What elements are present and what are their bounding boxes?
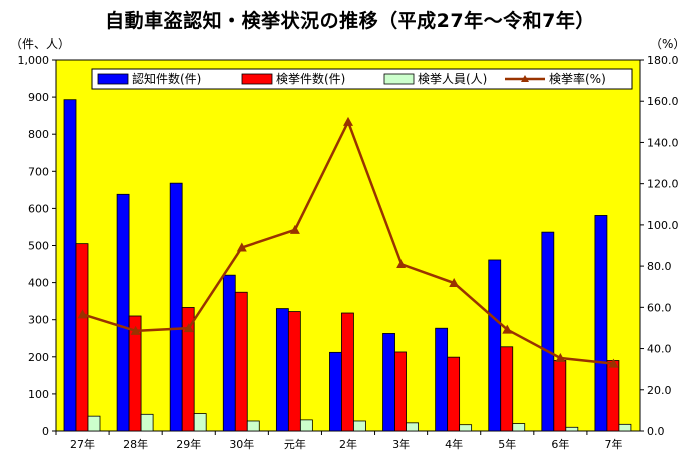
bar-2-8 bbox=[447, 356, 461, 432]
y-right-tick-label: 120.0 bbox=[647, 178, 679, 191]
bar-1-7 bbox=[382, 333, 395, 432]
x-tick-label: 7年 bbox=[604, 437, 622, 451]
legend-marker-4 bbox=[521, 75, 529, 82]
chart-title: 自動車盗認知・検挙状況の推移（平成27年～令和7年） bbox=[105, 10, 595, 32]
bar-3-2 bbox=[140, 413, 154, 432]
y-left-tick-label: 200 bbox=[28, 351, 49, 364]
bar-3-6 bbox=[353, 420, 366, 432]
bar-1-5 bbox=[275, 308, 289, 432]
bar-1-8 bbox=[435, 327, 449, 432]
y-right-unit-label: （%） bbox=[650, 37, 685, 51]
y-left-tick-label: 0 bbox=[42, 425, 49, 438]
bar-2-2 bbox=[128, 315, 142, 432]
x-tick-label: 3年 bbox=[392, 437, 410, 451]
bar-2-4 bbox=[234, 291, 248, 432]
bar-1-11 bbox=[594, 215, 608, 432]
legend-swatch-2 bbox=[241, 73, 273, 85]
bar-1-4 bbox=[222, 274, 236, 432]
legend-swatch-1 bbox=[97, 73, 129, 85]
legend-label-1: 認知件数(件) bbox=[132, 71, 201, 86]
rate-point-11 bbox=[608, 358, 619, 368]
y-right-tick-label: 80.0 bbox=[647, 260, 672, 273]
y-left-unit-label: （件、人） bbox=[10, 37, 70, 51]
x-tick-label: 29年 bbox=[176, 437, 201, 451]
legend-label-4: 検挙率(%) bbox=[549, 71, 606, 86]
y-left-tick-label: 1,000 bbox=[18, 54, 50, 67]
y-right-tick-label: 140.0 bbox=[647, 136, 679, 149]
y-right-tick-label: 160.0 bbox=[647, 95, 679, 108]
bar-1-6 bbox=[329, 351, 342, 432]
bar-3-11 bbox=[618, 423, 632, 432]
bar-1-3 bbox=[169, 182, 183, 432]
rate-point-10 bbox=[555, 353, 566, 363]
rate-point-3 bbox=[183, 323, 194, 333]
rate-point-7 bbox=[396, 259, 407, 269]
rate-point-4 bbox=[236, 242, 247, 252]
bar-1-1 bbox=[63, 99, 77, 432]
x-tick-label: 6年 bbox=[551, 437, 569, 451]
x-tick-label: 27年 bbox=[70, 437, 95, 451]
rate-point-5 bbox=[289, 224, 300, 234]
y-right-tick-label: 180.0 bbox=[647, 54, 679, 67]
y-right-tick-label: 100.0 bbox=[647, 219, 679, 232]
legend-swatch-3 bbox=[383, 73, 415, 85]
y-left-tick-label: 800 bbox=[28, 128, 49, 141]
y-right-tick-label: 40.0 bbox=[647, 343, 672, 356]
y-left-tick-label: 300 bbox=[28, 314, 49, 327]
x-tick-label: 2年 bbox=[339, 437, 357, 451]
bar-1-10 bbox=[541, 231, 555, 432]
bar-2-3 bbox=[181, 307, 195, 432]
bar-1-2 bbox=[116, 193, 130, 432]
x-tick-label: 4年 bbox=[445, 437, 463, 451]
rate-point-1 bbox=[77, 309, 88, 319]
y-left-tick-label: 900 bbox=[28, 91, 49, 104]
y-left-tick-label: 500 bbox=[28, 240, 49, 253]
y-right-tick-label: 0.0 bbox=[647, 425, 665, 438]
rate-point-8 bbox=[449, 278, 460, 288]
bar-3-1 bbox=[87, 415, 101, 432]
rate-point-6 bbox=[343, 116, 353, 126]
bar-2-5 bbox=[287, 311, 301, 432]
bar-2-11 bbox=[606, 360, 620, 432]
y-right-tick-label: 20.0 bbox=[647, 384, 672, 397]
y-left-tick-label: 400 bbox=[28, 277, 49, 290]
x-tick-label: 28年 bbox=[123, 437, 148, 451]
rate-point-2 bbox=[130, 325, 141, 335]
bar-1-9 bbox=[488, 259, 502, 432]
bar-2-6 bbox=[341, 312, 354, 432]
legend-label-3: 検挙人員(人) bbox=[418, 72, 487, 86]
x-tick-label: 5年 bbox=[498, 437, 516, 451]
bar-3-3 bbox=[193, 413, 207, 432]
y-left-tick-label: 700 bbox=[28, 165, 49, 178]
bar-3-7 bbox=[406, 422, 419, 432]
bar-2-10 bbox=[553, 360, 567, 432]
bar-3-10 bbox=[565, 426, 579, 432]
legend-box bbox=[91, 68, 633, 90]
x-tick-label: 30年 bbox=[229, 437, 254, 451]
bar-3-5 bbox=[299, 419, 313, 432]
bar-3-9 bbox=[512, 423, 526, 432]
bar-3-8 bbox=[459, 424, 473, 432]
y-left-tick-label: 600 bbox=[28, 202, 49, 215]
legend-label-2: 検挙件数(件) bbox=[276, 71, 345, 86]
y-right-tick-label: 60.0 bbox=[647, 301, 672, 314]
rate-point-9 bbox=[502, 324, 513, 334]
bar-2-1 bbox=[75, 243, 89, 432]
y-left-tick-label: 100 bbox=[28, 388, 49, 401]
bar-2-9 bbox=[500, 346, 514, 432]
bar-2-7 bbox=[394, 351, 407, 432]
x-tick-label: 元年 bbox=[284, 437, 306, 451]
bar-3-4 bbox=[246, 420, 260, 432]
